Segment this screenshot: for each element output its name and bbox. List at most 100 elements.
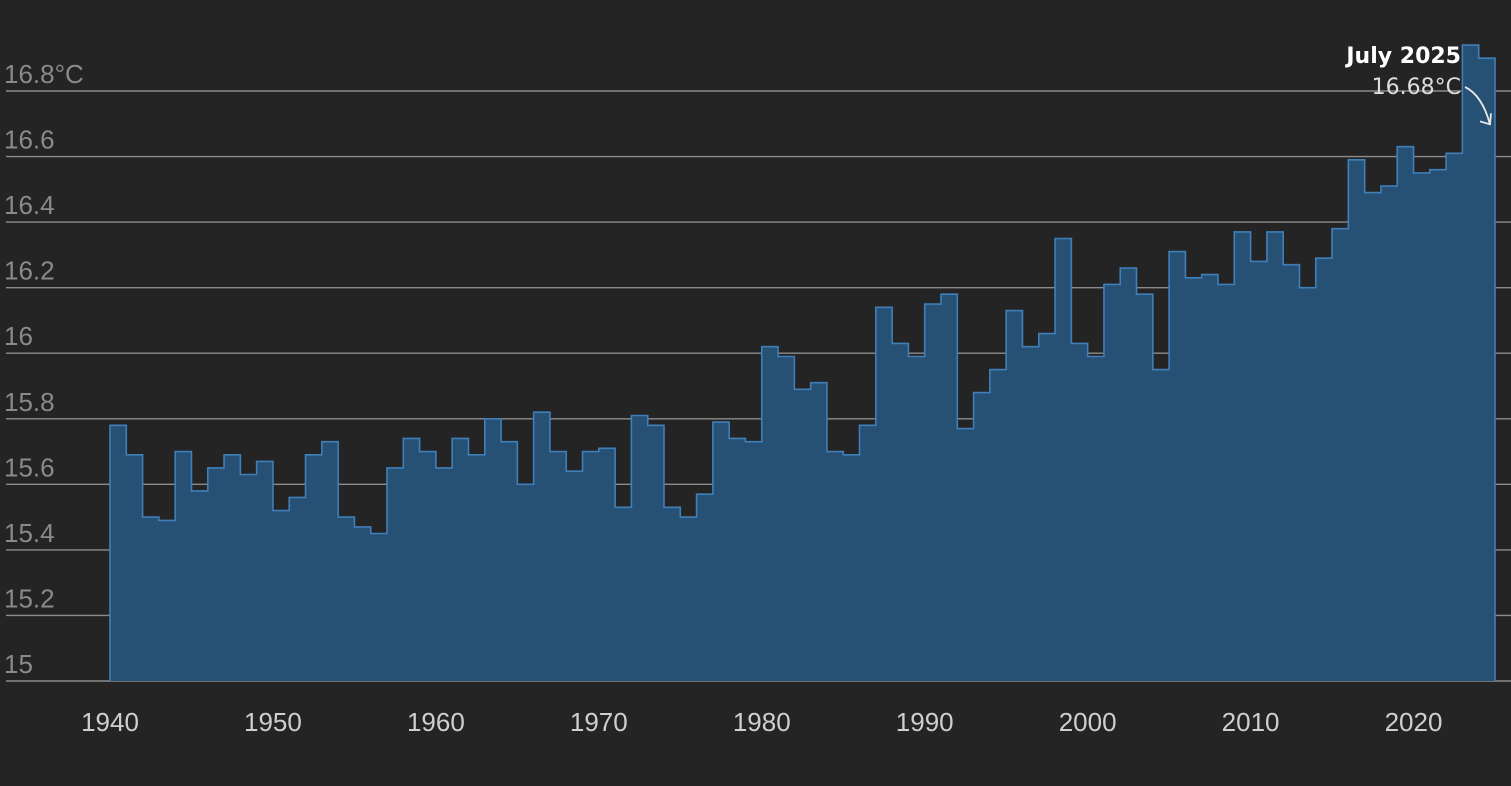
year-bar-1992 bbox=[957, 429, 973, 681]
year-bar-1997 bbox=[1039, 334, 1055, 681]
year-bar-1994 bbox=[990, 370, 1006, 681]
year-bar-2007 bbox=[1202, 275, 1218, 681]
x-tick-label: 2020 bbox=[1385, 707, 1443, 737]
year-bar-1981 bbox=[778, 357, 794, 682]
y-tick-label: 15 bbox=[4, 649, 33, 679]
year-bar-1973 bbox=[648, 425, 664, 681]
year-bar-1953 bbox=[322, 442, 338, 681]
year-bar-1986 bbox=[860, 425, 876, 681]
y-tick-label: 16 bbox=[4, 321, 33, 351]
year-bar-1969 bbox=[583, 452, 599, 681]
year-bar-2001 bbox=[1104, 284, 1120, 681]
year-bar-1989 bbox=[908, 357, 924, 682]
year-bar-1984 bbox=[827, 452, 843, 681]
year-bar-1998 bbox=[1055, 239, 1071, 682]
year-bar-2012 bbox=[1283, 265, 1299, 681]
year-bar-2022 bbox=[1446, 153, 1462, 681]
year-bar-1960 bbox=[436, 468, 452, 681]
year-bar-1990 bbox=[925, 304, 941, 681]
y-tick-label: 15.8 bbox=[4, 387, 55, 417]
x-axis: 1940 1950 1960 1970 1980 1990 2000 2010 2020 bbox=[81, 707, 1442, 737]
year-bar-1972 bbox=[631, 416, 647, 682]
year-bar-1954 bbox=[338, 517, 354, 681]
year-bar-2019 bbox=[1397, 147, 1413, 681]
year-bar-1964 bbox=[501, 442, 517, 681]
year-bar-1958 bbox=[403, 438, 419, 681]
year-bar-1974 bbox=[664, 507, 680, 681]
year-bar-2015 bbox=[1332, 229, 1348, 681]
annotation-value: 16.68°C bbox=[1372, 75, 1461, 100]
year-bar-1941 bbox=[126, 455, 142, 681]
year-bar-2011 bbox=[1267, 232, 1283, 681]
year-bar-2016 bbox=[1348, 160, 1364, 681]
year-bar-1952 bbox=[306, 455, 322, 681]
year-bar-1951 bbox=[289, 497, 305, 681]
year-bar-2004 bbox=[1153, 370, 1169, 681]
annotation-title: July 2025 bbox=[1344, 44, 1461, 69]
year-bar-1987 bbox=[876, 307, 892, 681]
year-bar-1957 bbox=[387, 468, 403, 681]
year-bar-1947 bbox=[224, 455, 240, 681]
year-bar-2006 bbox=[1185, 278, 1201, 681]
area-layer bbox=[109, 44, 1496, 682]
year-bar-1976 bbox=[697, 494, 713, 681]
year-bar-2009 bbox=[1234, 232, 1250, 681]
year-bar-2005 bbox=[1169, 252, 1185, 681]
year-bar-1991 bbox=[941, 294, 957, 681]
year-bar-1950 bbox=[273, 511, 289, 681]
year-bar-1999 bbox=[1071, 343, 1087, 681]
year-bar-1968 bbox=[566, 471, 582, 681]
year-bar-1993 bbox=[974, 393, 990, 681]
year-bar-1949 bbox=[257, 461, 273, 681]
year-bar-1956 bbox=[371, 534, 387, 682]
year-bar-2020 bbox=[1414, 173, 1430, 681]
year-bar-2024 bbox=[1479, 58, 1495, 681]
year-bar-1943 bbox=[159, 520, 175, 681]
year-bar-2018 bbox=[1381, 186, 1397, 681]
year-bar-1977 bbox=[713, 422, 729, 681]
year-bar-2010 bbox=[1251, 261, 1267, 681]
year-bar-1945 bbox=[191, 491, 207, 681]
year-bar-1978 bbox=[729, 438, 745, 681]
year-bar-1961 bbox=[452, 438, 468, 681]
x-tick-label: 1990 bbox=[896, 707, 954, 737]
year-bar-2017 bbox=[1365, 193, 1381, 681]
year-bar-1959 bbox=[420, 452, 436, 681]
x-tick-label: 1970 bbox=[570, 707, 628, 737]
y-tick-label: 16.2 bbox=[4, 256, 55, 286]
y-tick-label: 16.6 bbox=[4, 125, 55, 155]
year-bar-2000 bbox=[1088, 357, 1104, 682]
annotation-arrowhead-icon bbox=[1479, 113, 1492, 126]
year-bar-1967 bbox=[550, 452, 566, 681]
year-bar-1944 bbox=[175, 452, 191, 681]
area-fill bbox=[110, 45, 1495, 682]
x-tick-label: 1960 bbox=[407, 707, 465, 737]
year-bar-2023 bbox=[1462, 45, 1478, 681]
y-tick-label: 16.8°C bbox=[4, 59, 84, 89]
year-bar-1983 bbox=[811, 383, 827, 681]
year-bar-1988 bbox=[892, 343, 908, 681]
annotation: July 2025 16.68°C bbox=[1344, 44, 1492, 126]
year-bar-1963 bbox=[485, 419, 501, 681]
year-bar-1980 bbox=[762, 347, 778, 681]
year-bar-2003 bbox=[1137, 294, 1153, 681]
year-bar-1996 bbox=[1022, 347, 1038, 681]
year-bar-1995 bbox=[1006, 311, 1022, 681]
year-bar-1940 bbox=[110, 425, 126, 681]
year-bar-1975 bbox=[680, 517, 696, 681]
year-bar-1966 bbox=[534, 412, 550, 681]
year-bar-2008 bbox=[1218, 284, 1234, 681]
year-bar-1965 bbox=[517, 484, 533, 681]
x-tick-label: 1950 bbox=[244, 707, 302, 737]
y-tick-label: 15.6 bbox=[4, 452, 55, 482]
y-tick-label: 15.2 bbox=[4, 583, 55, 613]
y-axis: 15 15.2 15.4 15.6 15.8 16 16.2 16.4 16.6 16.8°C bbox=[4, 59, 84, 679]
year-bar-2013 bbox=[1299, 288, 1315, 681]
year-bar-2002 bbox=[1120, 268, 1136, 681]
year-bar-1979 bbox=[745, 442, 761, 681]
year-bar-2014 bbox=[1316, 258, 1332, 681]
year-bar-1982 bbox=[794, 389, 810, 681]
year-bar-1946 bbox=[208, 468, 224, 681]
